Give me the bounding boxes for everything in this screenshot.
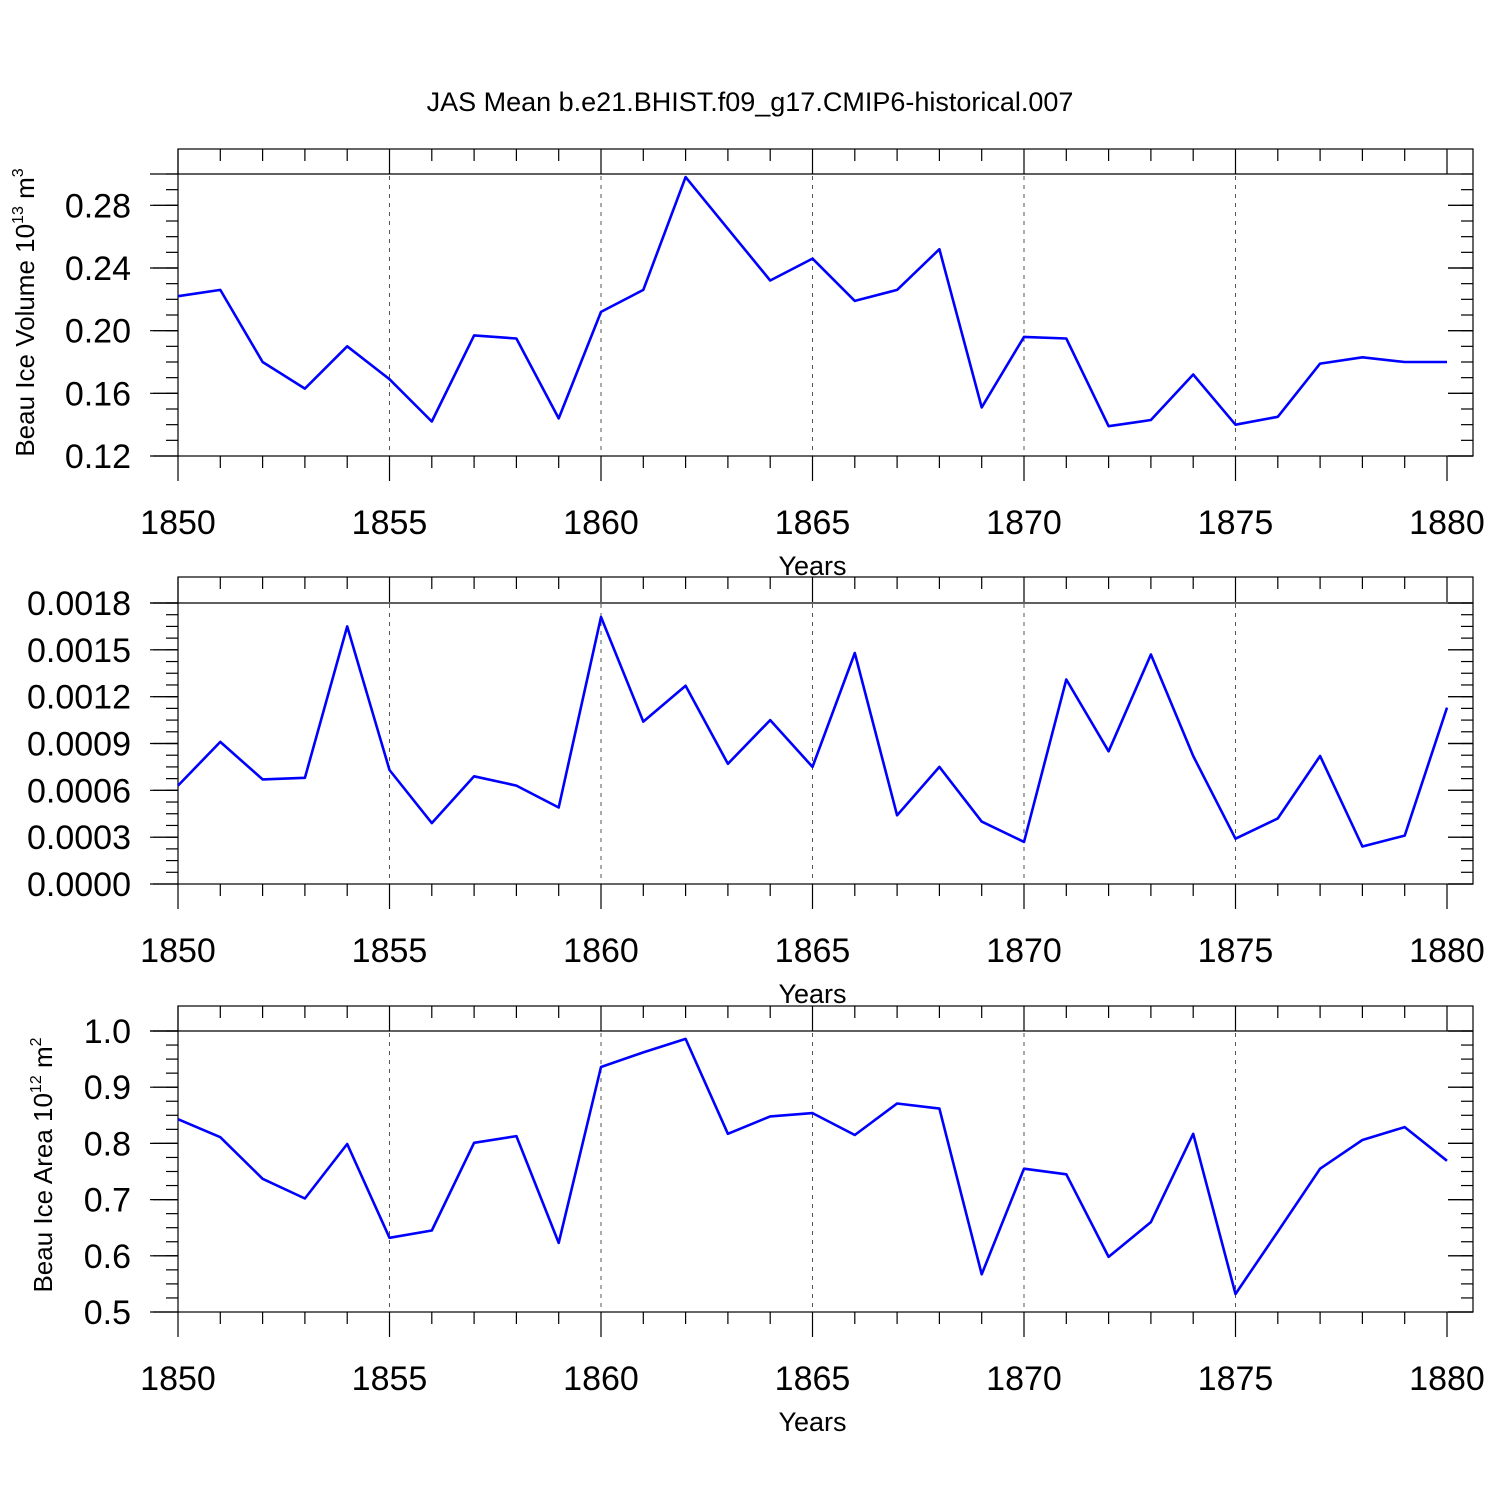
x-tick-label: 1865: [775, 504, 851, 542]
y-tick-label: 0.9: [84, 1069, 131, 1107]
panel-2: 1850 1855 1860 1865 1870 1875 1880 Years 0.0000 0…: [0, 571, 1485, 1009]
x-tick-label: 1875: [1198, 1360, 1274, 1398]
plot-frame: [177, 1005, 1474, 1313]
x-tick-label: 1880: [1409, 932, 1485, 970]
x-tick-label: 1870: [986, 504, 1062, 542]
x-tick-label: 1860: [563, 504, 639, 542]
x-tick-label: 1870: [986, 932, 1062, 970]
series-line: [177, 1037, 1448, 1296]
x-tick-label: 1850: [140, 504, 216, 542]
panel-1: 1850 1855 1860 1865 1870 1875 1880 Years 0.12 0.1…: [10, 148, 1485, 581]
x-tick-label: 1855: [352, 1360, 428, 1398]
y-tick-label: 0.8: [84, 1125, 131, 1163]
y-label-unit-exponent: 2: [28, 1037, 45, 1046]
y-tick-label: 0.20: [65, 313, 131, 351]
x-tick-label: 1850: [140, 932, 216, 970]
y-label-unit: m: [0, 580, 4, 609]
y-tick-label: 0.0009: [27, 726, 131, 764]
y-label-unit: m: [28, 1046, 58, 1075]
y-tick-label: 0.0012: [27, 679, 131, 717]
x-axis-label: Years: [778, 551, 846, 581]
x-tick-label: 1865: [775, 932, 851, 970]
y-tick-label: 0.7: [84, 1182, 131, 1220]
x-tick-label: 1870: [986, 1360, 1062, 1398]
y-label-unit: m: [10, 177, 40, 206]
plot-frame: [177, 148, 1474, 457]
x-tick-label: 1875: [1198, 504, 1274, 542]
y-tick-label: 0.12: [65, 438, 131, 476]
x-tick-label: 1855: [352, 504, 428, 542]
plot-frame: [177, 576, 1474, 885]
x-tick-label: 1850: [140, 1360, 216, 1398]
y-label-unit-exponent: 3: [10, 168, 27, 177]
y-tick-label: 1.0: [84, 1013, 131, 1051]
y-label-text: Beau Ice Volume 10: [10, 224, 40, 457]
y-tick-label: 0.0018: [27, 585, 131, 623]
y-axis-label: Beau Ice Area 1012 m2: [28, 1037, 58, 1292]
chart-title: JAS Mean b.e21.BHIST.f09_g17.CMIP6-histo…: [427, 87, 1074, 117]
x-axis-label: Years: [778, 979, 846, 1009]
y-label-exponent: 13: [10, 206, 27, 224]
x-tick-label: 1860: [563, 1360, 639, 1398]
y-label-exponent: 12: [28, 1075, 45, 1093]
y-axis-label: Beau Snow Volume 1013 m3: [0, 571, 4, 890]
x-tick-label: 1875: [1198, 932, 1274, 970]
y-label-text: Beau Snow Volume 10: [0, 627, 4, 890]
x-tick-label: 1880: [1409, 504, 1485, 542]
y-label-text: Beau Ice Area 10: [28, 1093, 58, 1292]
x-tick-label: 1855: [352, 932, 428, 970]
y-tick-label: 0.24: [65, 250, 131, 288]
x-axis-label: Years: [778, 1407, 846, 1437]
y-tick-label: 0.28: [65, 187, 131, 225]
y-tick-label: 0.0003: [27, 819, 131, 857]
x-tick-label: 1865: [775, 1360, 851, 1398]
y-tick-label: 0.0000: [27, 866, 131, 904]
y-tick-label: 0.16: [65, 375, 131, 413]
y-axis-label: Beau Ice Volume 1013 m3: [10, 168, 40, 456]
y-tick-label: 0.5: [84, 1294, 131, 1332]
y-tick-label: 0.0006: [27, 772, 131, 810]
y-tick-label: 0.6: [84, 1238, 131, 1276]
panel-3: 1850 1855 1860 1865 1870 1875 1880 Years 0.5 0.6 0…: [28, 1005, 1485, 1437]
x-tick-label: 1860: [563, 932, 639, 970]
panels: 1850 1855 1860 1865 1870 1875 1880 Years 0.12 0.1…: [0, 148, 1485, 1437]
y-tick-label: 0.0015: [27, 632, 131, 670]
x-tick-label: 1880: [1409, 1360, 1485, 1398]
